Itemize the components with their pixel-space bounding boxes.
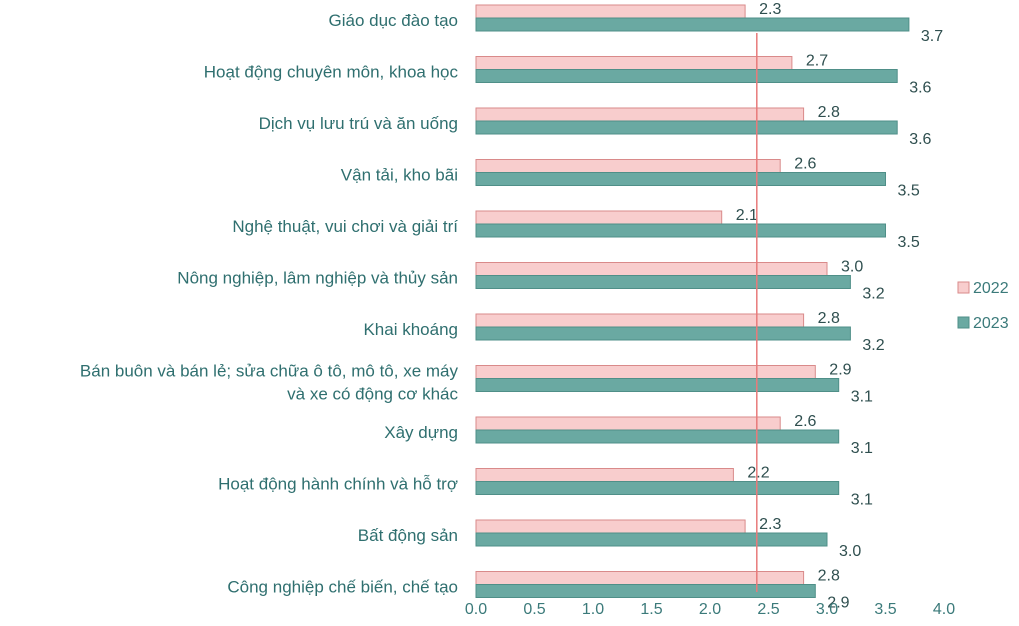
data-label-2023: 3.2 (862, 337, 884, 354)
data-label-2022: 2.7 (806, 53, 828, 70)
bar-2023 (475, 69, 898, 83)
data-label-2022: 2.6 (794, 413, 816, 430)
bar-2023 (475, 429, 840, 444)
x-tick-label: 1.0 (582, 601, 604, 618)
data-label-2023: 3.7 (921, 28, 943, 45)
category-label: Bất động sản (358, 526, 458, 545)
data-label-2022: 2.3 (759, 516, 781, 533)
bar-2023 (475, 172, 886, 186)
category-label: Giáo dục đào tạo (329, 11, 458, 30)
category-label-line: Bán buôn và bán lẻ; sửa chữa ô tô, mô tô… (80, 362, 459, 381)
category-label-line: Vận tải, kho bãi (341, 166, 458, 185)
x-tick-label: 0.0 (465, 601, 487, 618)
bar-2022 (475, 56, 793, 70)
category-label-line: Hoạt động chuyên môn, khoa học (204, 63, 459, 82)
x-tick-label: 3.5 (874, 601, 896, 618)
x-tick-label: 0.5 (523, 601, 545, 618)
data-label-2022: 2.1 (736, 207, 758, 224)
category-label-line: Hoạt động hành chính và hỗ trợ (218, 475, 458, 494)
category-label: Dịch vụ lưu trú và ăn uống (259, 114, 458, 133)
data-label-2023: 3.6 (909, 131, 931, 148)
bar-2022 (475, 468, 734, 482)
data-label-2022: 2.9 (829, 362, 851, 379)
legend-label-2022: 2022 (973, 280, 1009, 297)
category-label-line: Nông nghiệp, lâm nghiệp và thủy sản (177, 269, 458, 288)
x-tick-label: 2.0 (699, 601, 721, 618)
legend-swatch-2023 (957, 316, 970, 329)
bar-2023 (475, 326, 851, 341)
category-label: Nông nghiệp, lâm nghiệp và thủy sản (177, 269, 458, 288)
bar-2023 (475, 120, 898, 135)
data-label-2023: 3.1 (851, 492, 873, 509)
bar-2022 (475, 159, 781, 173)
data-label-2023: 3.1 (851, 440, 873, 457)
category-label: Vận tải, kho bãi (341, 166, 458, 185)
bar-2023 (475, 17, 910, 32)
category-label-line: Công nghiệp chế biến, chế tạo (227, 578, 458, 597)
legend-label-2023: 2023 (973, 315, 1009, 332)
bar-2023 (475, 584, 816, 598)
data-label-2023: 3.6 (909, 80, 931, 97)
data-label-2022: 2.3 (759, 1, 781, 18)
data-label-2022: 3.0 (841, 259, 863, 276)
bar-2023 (475, 532, 828, 547)
bar-2023 (475, 223, 886, 238)
category-label-line: Xây dựng (384, 423, 458, 442)
bar-2022 (475, 416, 781, 431)
category-label: Khai khoáng (363, 320, 458, 339)
category-label: Nghệ thuật, vui chơi và giải trí (232, 217, 458, 236)
category-label-line: Dịch vụ lưu trú và ăn uống (259, 114, 458, 133)
data-label-2023: 3.1 (851, 389, 873, 406)
legend-swatch-2022 (957, 281, 970, 294)
category-label-line: và xe có động cơ khác (287, 385, 458, 404)
bar-2022 (475, 519, 746, 534)
bar-2022 (475, 313, 805, 328)
data-label-2023: 3.0 (839, 543, 861, 560)
category-label: Bán buôn và bán lẻ; sửa chữa ô tô, mô tô… (80, 362, 459, 404)
bar-2023 (475, 481, 840, 495)
category-label-line: Bất động sản (358, 526, 458, 545)
data-label-2022: 2.6 (794, 156, 816, 173)
x-tick-label: 2.5 (757, 601, 779, 618)
data-label-2023: 3.5 (898, 183, 920, 200)
category-label-line: Nghệ thuật, vui chơi và giải trí (232, 217, 458, 236)
data-label-2023: 3.5 (898, 234, 920, 251)
bar-2022 (475, 107, 805, 122)
bar-2022 (475, 571, 805, 585)
category-label: Hoạt động hành chính và hỗ trợ (218, 475, 458, 494)
bar-2022 (475, 365, 816, 379)
bar-2022 (475, 210, 723, 225)
x-tick-label: 1.5 (640, 601, 662, 618)
x-tick-label: 4.0 (933, 601, 955, 618)
category-label: Xây dựng (384, 423, 458, 442)
bar-2022 (475, 262, 828, 276)
data-label-2023: 3.2 (862, 286, 884, 303)
category-label: Công nghiệp chế biến, chế tạo (227, 578, 458, 597)
bar-2023 (475, 275, 851, 289)
bar-2023 (475, 378, 840, 392)
data-label-2022: 2.8 (818, 568, 840, 585)
data-label-2022: 2.2 (747, 465, 769, 482)
category-label: Hoạt động chuyên môn, khoa học (204, 63, 459, 82)
data-label-2022: 2.8 (818, 310, 840, 327)
category-label-line: Khai khoáng (363, 320, 458, 339)
data-label-2023: 2.9 (827, 595, 849, 612)
data-label-2022: 2.8 (818, 104, 840, 121)
x-tick-label: 3.0 (816, 601, 838, 618)
category-label-line: Giáo dục đào tạo (329, 11, 458, 30)
bar-2022 (475, 4, 746, 19)
